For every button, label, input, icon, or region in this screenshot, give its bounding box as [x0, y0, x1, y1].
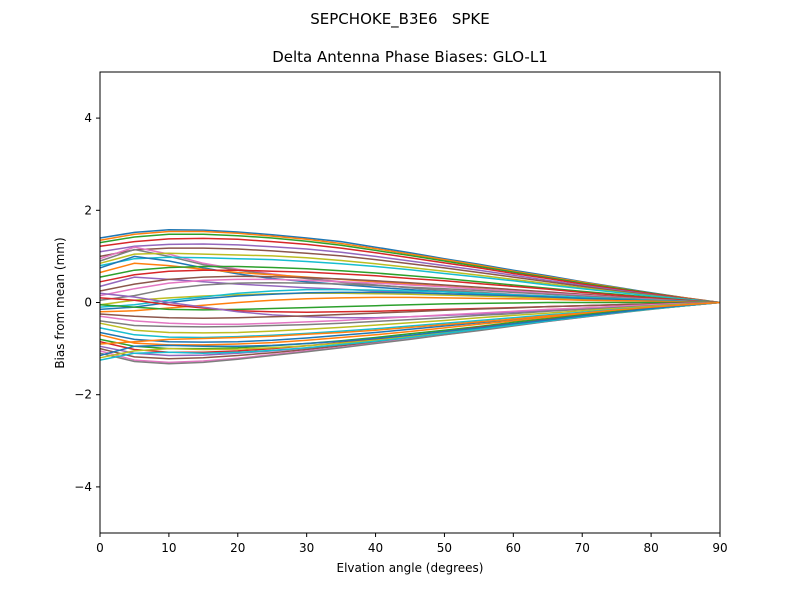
y-tick-label: 2: [84, 203, 92, 217]
series-line: [99, 275, 721, 304]
series-line: [99, 301, 721, 325]
x-tick-label: 0: [96, 541, 104, 555]
chart-title: Delta Antenna Phase Biases: GLO-L1: [272, 48, 548, 66]
x-tick-label: 90: [712, 541, 727, 555]
series-line: [99, 269, 721, 304]
x-tick-label: 60: [506, 541, 521, 555]
x-tick-label: 30: [299, 541, 314, 555]
series-line: [99, 291, 721, 311]
series-line: [99, 301, 721, 350]
y-axis-ticks: −4 −2 0 2 4: [74, 111, 100, 494]
series-line: [99, 256, 721, 304]
series-line: [99, 265, 721, 304]
series-line: [99, 281, 721, 304]
series-line: [99, 301, 721, 357]
series-line: [99, 237, 721, 304]
x-tick-label: 10: [161, 541, 176, 555]
x-tick-label: 70: [575, 541, 590, 555]
x-tick-label: 20: [230, 541, 245, 555]
x-tick-label: 50: [437, 541, 452, 555]
data-lines: [99, 228, 721, 365]
series-line: [99, 247, 721, 304]
y-tick-label: −4: [74, 480, 92, 494]
series-line: [99, 233, 721, 304]
y-tick-label: −2: [74, 388, 92, 402]
figure-suptitle: SEPCHOKE_B3E6 SPKE: [310, 10, 490, 28]
series-line: [99, 243, 721, 304]
series-line: [99, 301, 721, 334]
series-line: [99, 301, 721, 328]
series-line: [99, 301, 721, 345]
x-axis-label: Elvation angle (degrees): [336, 561, 484, 575]
y-tick-label: 4: [84, 111, 92, 125]
x-tick-label: 80: [643, 541, 658, 555]
y-axis-label: Bias from mean (mm): [53, 237, 67, 369]
x-tick-label: 40: [368, 541, 383, 555]
y-tick-label: 0: [84, 296, 92, 310]
series-line: [99, 301, 720, 311]
x-axis-ticks: 0 10 20 30 40 50 60 70 80 90: [96, 533, 728, 555]
series-line: [99, 296, 721, 313]
series-line: [99, 301, 721, 319]
